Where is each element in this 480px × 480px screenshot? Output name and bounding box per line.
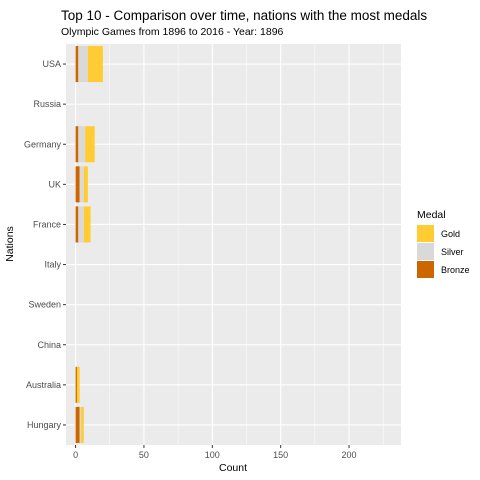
- legend-key-bronze: [417, 261, 434, 278]
- bar-gold-germany: [85, 126, 95, 163]
- y-tick-label: Germany: [24, 139, 62, 149]
- x-tick-label: 0: [73, 450, 78, 460]
- bar-silver-uk: [79, 166, 84, 203]
- x-tick-label: 100: [205, 450, 220, 460]
- y-tick-label: China: [37, 340, 61, 350]
- chart-subtitle: Olympic Games from 1896 to 2016 - Year: …: [61, 26, 284, 38]
- bar-gold-uk: [83, 166, 88, 203]
- bar-bronze-france: [75, 206, 79, 243]
- grid-layer: [66, 44, 401, 445]
- bars-layer: [75, 46, 103, 443]
- y-tick-label: Hungary: [27, 420, 62, 430]
- legend-label-silver: Silver: [441, 247, 464, 257]
- bar-gold-australia: [76, 366, 80, 403]
- y-tick-label: France: [33, 219, 61, 229]
- legend-label-gold: Gold: [441, 229, 460, 239]
- bar-bronze-uk: [75, 166, 80, 203]
- legend-key-silver: [417, 243, 434, 260]
- legend-key-gold: [417, 225, 434, 242]
- y-tick-label: Russia: [33, 99, 61, 109]
- x-tick-label: 50: [139, 450, 149, 460]
- legend: Medal Gold Silver Bronze: [417, 209, 470, 278]
- y-tick-label: UK: [48, 179, 61, 189]
- x-axis-title: Count: [219, 462, 247, 474]
- legend-title: Medal: [417, 209, 446, 221]
- bar-gold-france: [83, 206, 91, 243]
- bar-bronze-usa: [75, 46, 79, 83]
- x-tick-label: 200: [342, 450, 357, 460]
- bar-bronze-germany: [75, 126, 79, 163]
- bar-gold-usa: [87, 46, 103, 83]
- bar-silver-usa: [78, 46, 88, 83]
- bar-gold-hungary: [81, 406, 84, 443]
- x-axis-ticks: 0 50 100 150 200: [73, 445, 357, 460]
- y-tick-label: Sweden: [28, 300, 61, 310]
- x-tick-label: 150: [273, 450, 288, 460]
- y-tick-label: Italy: [44, 260, 61, 270]
- bar-bronze-australia: [75, 366, 77, 403]
- y-axis-title: Nations: [4, 226, 16, 262]
- y-axis-ticks: USA Russia Germany UK France Italy Sweden China…: [24, 59, 66, 430]
- chart-title: Top 10 - Comparison over time, nations w…: [61, 8, 427, 23]
- bar-silver-germany: [78, 126, 86, 163]
- bar-silver-france: [78, 206, 84, 243]
- bar-silver-hungary: [79, 406, 82, 443]
- bar-bronze-hungary: [75, 406, 80, 443]
- y-tick-label: USA: [42, 59, 61, 69]
- plot-panel: [66, 44, 401, 445]
- legend-label-bronze: Bronze: [441, 265, 470, 275]
- y-tick-label: Australia: [26, 380, 61, 390]
